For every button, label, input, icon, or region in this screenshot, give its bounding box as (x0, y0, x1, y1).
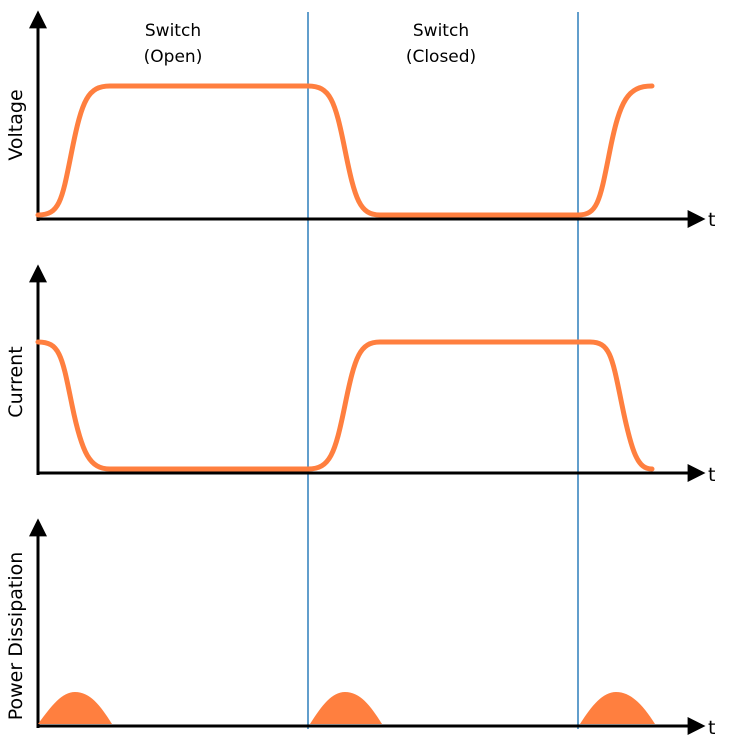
region-label-open-line1: Switch (145, 21, 201, 41)
voltage-waveform (35, 83, 655, 218)
power-axis-label: Power Dissipation (5, 552, 27, 721)
region-label-open-line2: (Open) (144, 47, 203, 67)
power-loss-pulse-2 (310, 692, 382, 724)
voltage-panel: Voltage t (5, 10, 715, 231)
power-loss-pulse-1 (38, 692, 112, 724)
power-time-label: t (708, 717, 715, 739)
voltage-time-label: t (708, 209, 715, 231)
current-axis-label: Current (5, 346, 27, 417)
power-panel: Power Dissipation t (5, 518, 715, 739)
voltage-axis-label: Voltage (5, 89, 27, 160)
region-label-closed-line1: Switch (413, 21, 469, 41)
region-label-closed-line2: (Closed) (406, 47, 476, 67)
current-waveform (35, 339, 655, 472)
current-time-label: t (708, 464, 715, 486)
current-panel: Current t (5, 264, 715, 486)
power-loss-pulse-3 (580, 692, 655, 724)
